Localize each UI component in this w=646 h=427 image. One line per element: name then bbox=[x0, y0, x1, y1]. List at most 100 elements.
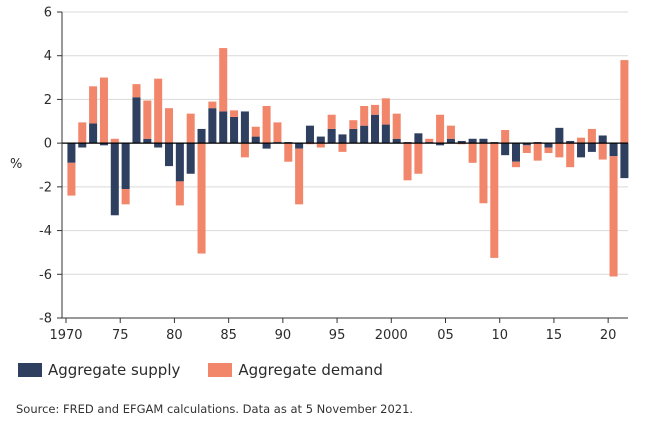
bar-demand-1972 bbox=[89, 86, 98, 124]
bar-supply-2011 bbox=[511, 143, 520, 162]
bar-supply-1978 bbox=[154, 143, 163, 148]
bar-demand-1978 bbox=[154, 78, 163, 144]
bar-demand-1984 bbox=[219, 48, 228, 112]
x-tick-label: 10 bbox=[491, 328, 508, 343]
bar-demand-2002 bbox=[414, 143, 423, 174]
legend-label-supply: Aggregate supply bbox=[48, 361, 181, 379]
y-tick-label: -6 bbox=[39, 268, 52, 283]
bar-demand-2009 bbox=[490, 143, 499, 258]
bar-supply-2008 bbox=[479, 138, 488, 144]
bar-demand-2007 bbox=[468, 143, 477, 163]
legend-item-supply: Aggregate supply bbox=[18, 361, 180, 379]
bar-demand-1991 bbox=[295, 148, 304, 205]
bar-demand-1994 bbox=[327, 114, 336, 129]
x-tick-label: 95 bbox=[329, 328, 346, 343]
bar-supply-1974 bbox=[110, 143, 119, 216]
bar-supply-1970 bbox=[67, 143, 76, 163]
bar-demand-2019 bbox=[598, 143, 607, 160]
bar-supply-2019 bbox=[598, 135, 607, 144]
bar-demand-2001 bbox=[403, 143, 412, 181]
legend: Aggregate supply Aggregate demand bbox=[18, 361, 411, 379]
bar-demand-1990 bbox=[284, 143, 293, 162]
bar-supply-1994 bbox=[327, 128, 336, 144]
bar-supply-1991 bbox=[295, 143, 304, 149]
bar-demand-1979 bbox=[164, 108, 174, 144]
bar-demand-1987 bbox=[251, 126, 260, 137]
bar-supply-1999 bbox=[381, 124, 390, 144]
x-tick-label: 05 bbox=[437, 328, 454, 343]
y-tick-label: 4 bbox=[44, 49, 52, 64]
bar-supply-1971 bbox=[78, 143, 87, 148]
bar-supply-1992 bbox=[305, 125, 314, 144]
bar-demand-2020 bbox=[609, 156, 618, 277]
bar-supply-1984 bbox=[219, 111, 228, 144]
bar-demand-1982 bbox=[197, 143, 206, 254]
legend-swatch-supply bbox=[18, 363, 42, 377]
bar-supply-1981 bbox=[186, 143, 195, 174]
bar-supply-1988 bbox=[262, 143, 271, 149]
bar-demand-2015 bbox=[555, 143, 564, 158]
bar-supply-2020 bbox=[609, 143, 618, 157]
bar-demand-2008 bbox=[479, 143, 488, 204]
bar-supply-2000 bbox=[392, 138, 401, 144]
bar-supply-2002 bbox=[414, 133, 423, 144]
bar-demand-1970 bbox=[67, 162, 76, 196]
x-tick-label: 80 bbox=[166, 328, 183, 343]
bar-demand-2000 bbox=[392, 113, 401, 139]
bar-demand-1974 bbox=[110, 138, 119, 144]
y-tick-label: 2 bbox=[44, 93, 52, 108]
bar-supply-1980 bbox=[175, 143, 184, 182]
bar-demand-1997 bbox=[360, 105, 369, 126]
bar-demand-2021 bbox=[620, 60, 629, 144]
y-tick-label: -8 bbox=[39, 312, 52, 327]
bar-demand-1975 bbox=[121, 189, 130, 205]
x-tick-label: 1970 bbox=[49, 328, 82, 343]
y-tick-label: -2 bbox=[39, 180, 52, 195]
bar-demand-2004 bbox=[436, 114, 445, 144]
bar-demand-2003 bbox=[425, 138, 434, 143]
bar-demand-1986 bbox=[240, 143, 249, 158]
bar-supply-2010 bbox=[501, 143, 510, 156]
bar-demand-1998 bbox=[371, 104, 380, 115]
legend-label-demand: Aggregate demand bbox=[238, 361, 383, 379]
bar-demand-2014 bbox=[544, 147, 553, 153]
y-tick-label: 0 bbox=[44, 137, 52, 152]
x-tick-label: 15 bbox=[546, 328, 563, 343]
bar-supply-1977 bbox=[143, 138, 152, 144]
bar-supply-2005 bbox=[446, 138, 455, 144]
bar-supply-1982 bbox=[197, 128, 206, 144]
bar-supply-1986 bbox=[240, 111, 249, 144]
y-axis-label: % bbox=[10, 157, 22, 172]
bar-supply-1995 bbox=[338, 134, 347, 144]
x-tick-label: 20 bbox=[600, 328, 617, 343]
bar-demand-1988 bbox=[262, 105, 271, 144]
bar-supply-1997 bbox=[360, 125, 369, 144]
bar-demand-1985 bbox=[230, 110, 239, 117]
bar-demand-1983 bbox=[208, 101, 217, 109]
x-tick-label: 75 bbox=[112, 328, 129, 343]
bar-supply-1976 bbox=[132, 97, 141, 144]
y-tick-label: 6 bbox=[44, 6, 52, 21]
bar-supply-2007 bbox=[468, 138, 477, 144]
bar-demand-1993 bbox=[316, 143, 325, 148]
x-tick-label: 85 bbox=[220, 328, 237, 343]
y-tick-label: -4 bbox=[39, 224, 52, 239]
bar-demand-1973 bbox=[99, 77, 108, 144]
bar-supply-1979 bbox=[164, 143, 174, 167]
bar-supply-2014 bbox=[544, 143, 553, 148]
bar-supply-2021 bbox=[620, 143, 629, 179]
bar-demand-1989 bbox=[273, 122, 282, 143]
bar-supply-1985 bbox=[230, 116, 239, 144]
bar-demand-1971 bbox=[78, 122, 87, 144]
bar-supply-2006 bbox=[457, 140, 466, 144]
bar-demand-2013 bbox=[533, 143, 542, 161]
bar-demand-1976 bbox=[132, 84, 141, 98]
legend-swatch-demand bbox=[208, 363, 233, 377]
bar-supply-1987 bbox=[251, 136, 260, 144]
bar-supply-2012 bbox=[522, 143, 531, 146]
bar-demand-2018 bbox=[587, 128, 596, 144]
bar-demand-2012 bbox=[522, 145, 531, 153]
bar-demand-1996 bbox=[349, 120, 358, 129]
